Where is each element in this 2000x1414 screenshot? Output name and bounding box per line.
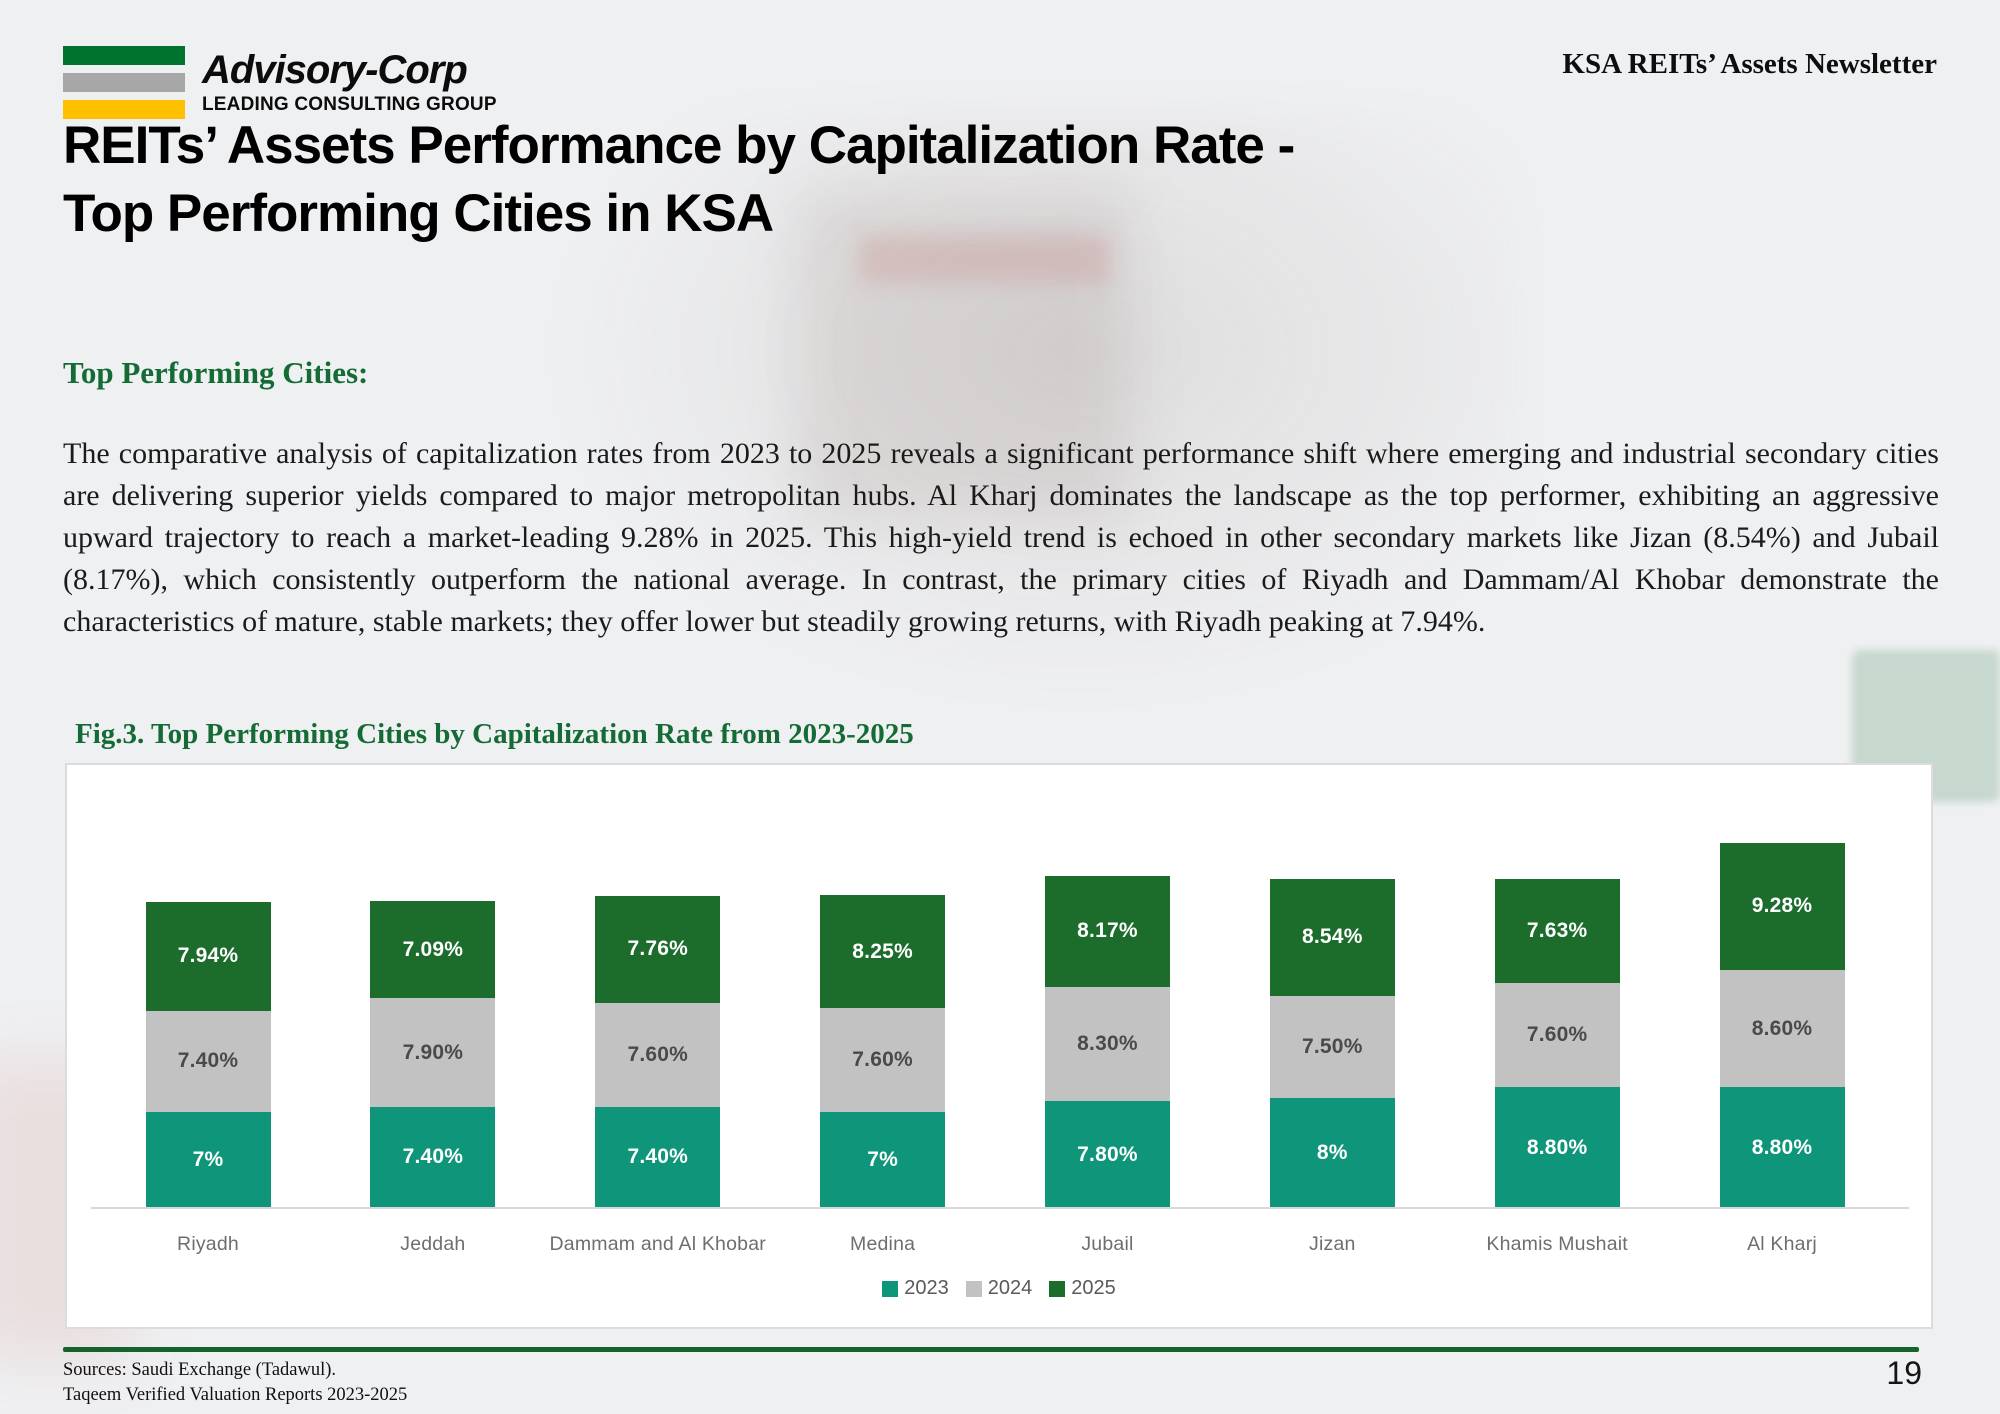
segment-2024-dammam-and-al-khobar: 7.60% — [595, 1002, 721, 1107]
segment-2025-riyadh: 7.94% — [145, 901, 271, 1011]
data-label-2024-medina: 7.60% — [852, 1048, 913, 1072]
segment-2023-khamis-mushait: 8.80% — [1494, 1087, 1620, 1208]
logo-bar-yellow — [63, 100, 185, 119]
data-label-2024-jeddah: 7.90% — [402, 1040, 464, 1064]
data-label-2024-al-kharj: 8.60% — [1751, 1016, 1813, 1040]
x-label-dammam-and-al-khobar: Dammam and Al Khobar — [549, 1233, 766, 1255]
data-label-2024-jizan: 7.50% — [1302, 1035, 1363, 1058]
x-label-riyadh: Riyadh — [177, 1233, 239, 1255]
segment-2023-dammam-and-al-khobar: 7.40% — [595, 1106, 721, 1208]
body-paragraph: The comparative analysis of capitalizati… — [63, 437, 1939, 638]
segment-2024-al-kharj: 8.60% — [1719, 969, 1845, 1088]
legend-item-2025: 2025 — [1049, 1277, 1116, 1300]
data-label-2025-al-kharj: 9.28% — [1751, 894, 1813, 918]
data-label-2024-khamis-mushait: 7.60% — [1526, 1023, 1588, 1047]
x-label-khamis-mushait: Khamis Mushait — [1486, 1233, 1628, 1255]
segment-2023-jizan: 8% — [1269, 1098, 1395, 1208]
segment-2024-jizan: 7.50% — [1269, 995, 1395, 1099]
chart-panel: 7% 7.40% 7.94% 7.40% 7.90% 7.09% 7.40% 7.60% 7.7… — [65, 763, 1933, 1329]
bar-khamis-mushait: 8.80% 7.60% 7.63% — [1494, 878, 1620, 1208]
data-label-2024-jubail: 8.30% — [1077, 1032, 1138, 1056]
logo-bar-green — [63, 46, 185, 65]
sources-note: Sources: Saudi Exchange (Tadawul). Taqee… — [63, 1358, 407, 1408]
logo-text: Advisory-Corp LEADING CONSULTING GROUP — [202, 49, 497, 116]
data-label-2025-khamis-mushait: 7.63% — [1526, 919, 1588, 943]
newsletter-label: KSA REITs’ Assets Newsletter — [1562, 48, 1937, 80]
data-label-2023-jubail: 7.80% — [1077, 1142, 1138, 1166]
data-label-2023-jeddah: 7.40% — [402, 1145, 464, 1169]
x-label-medina: Medina — [850, 1233, 916, 1255]
legend-swatch-icon-2024 — [965, 1280, 982, 1297]
logo-bars-icon — [63, 46, 185, 119]
page-title-line2: Top Performing Cities in KSA — [63, 183, 774, 243]
bar-dammam-and-al-khobar: 7.40% 7.60% 7.76% — [595, 896, 721, 1208]
data-label-2024-riyadh: 7.40% — [177, 1049, 239, 1073]
legend-swatch-icon-2023 — [882, 1280, 899, 1297]
segment-2023-al-kharj: 8.80% — [1719, 1087, 1845, 1208]
segment-2025-jubail: 8.17% — [1044, 875, 1170, 988]
segment-2025-dammam-and-al-khobar: 7.76% — [595, 896, 721, 1003]
data-label-2023-dammam-and-al-khobar: 7.40% — [627, 1145, 688, 1169]
legend-label-2023: 2023 — [904, 1277, 949, 1299]
data-label-2025-jubail: 8.17% — [1077, 919, 1138, 943]
sources-line2: Taqeem Verified Valuation Reports 2023-2… — [63, 1385, 408, 1405]
figure-caption: Fig.3. Top Performing Cities by Capitali… — [75, 718, 914, 750]
page-number: 19 — [1886, 1355, 1922, 1391]
x-axis-labels: Riyadh Jeddah Dammam and Al Khobar Medina Ju… — [67, 1233, 1931, 1263]
x-label-jeddah: Jeddah — [400, 1233, 466, 1255]
data-label-2023-riyadh: 7% — [192, 1148, 224, 1172]
segment-2025-al-kharj: 9.28% — [1719, 842, 1845, 970]
bar-jizan: 8% 7.50% 8.54% — [1269, 878, 1395, 1208]
x-label-al-kharj: Al Kharj — [1747, 1233, 1817, 1255]
segment-2024-jeddah: 7.90% — [370, 998, 496, 1107]
segment-2023-medina: 7% — [820, 1112, 946, 1208]
segment-2025-khamis-mushait: 7.63% — [1494, 878, 1620, 984]
segment-2024-khamis-mushait: 7.60% — [1494, 983, 1620, 1088]
section-heading: Top Performing Cities: — [63, 355, 369, 390]
chart-legend: 2023 2024 2025 — [67, 1277, 1931, 1300]
legend-swatch-icon-2025 — [1049, 1280, 1066, 1297]
bar-jeddah: 7.40% 7.90% 7.09% — [370, 901, 496, 1208]
data-label-2025-jeddah: 7.09% — [402, 937, 464, 961]
advisory-corp-logo: Advisory-Corp LEADING CONSULTING GROUP — [63, 46, 497, 119]
data-label-2025-jizan: 8.54% — [1302, 925, 1363, 949]
legend-item-2024: 2024 — [965, 1277, 1033, 1300]
logo-bar-gray — [63, 73, 185, 92]
segment-2025-jizan: 8.54% — [1269, 878, 1395, 996]
segment-2024-riyadh: 7.40% — [145, 1010, 271, 1113]
page-title: REITs’ Assets Performance by Capitalizat… — [63, 112, 1763, 248]
segment-2024-jubail: 8.30% — [1044, 987, 1170, 1102]
bar-riyadh: 7% 7.40% 7.94% — [145, 901, 271, 1208]
footer-divider — [63, 1347, 1919, 1352]
data-label-2023-medina: 7% — [867, 1148, 898, 1172]
segment-2024-medina: 7.60% — [820, 1008, 946, 1113]
legend-label-2024: 2024 — [987, 1277, 1033, 1299]
x-label-jizan: Jizan — [1309, 1233, 1356, 1255]
data-label-2023-khamis-mushait: 8.80% — [1526, 1135, 1588, 1159]
sources-line1: Sources: Saudi Exchange (Tadawul). — [63, 1360, 337, 1380]
x-axis-line — [91, 1207, 1909, 1209]
segment-2023-jeddah: 7.40% — [370, 1106, 496, 1208]
data-label-2024-dammam-and-al-khobar: 7.60% — [627, 1042, 688, 1066]
legend-label-2025: 2025 — [1071, 1277, 1116, 1299]
bar-jubail: 7.80% 8.30% 8.17% — [1044, 875, 1170, 1208]
legend-item-2023: 2023 — [882, 1277, 949, 1300]
data-label-2025-medina: 8.25% — [852, 939, 913, 963]
brand-name: Advisory-Corp — [202, 48, 468, 92]
segment-2025-jeddah: 7.09% — [370, 901, 496, 999]
brand-tagline: LEADING CONSULTING GROUP — [202, 94, 497, 115]
bar-medina: 7% 7.60% 8.25% — [820, 895, 946, 1208]
x-label-jubail: Jubail — [1081, 1233, 1134, 1255]
data-label-2023-al-kharj: 8.80% — [1751, 1135, 1813, 1159]
data-label-2025-dammam-and-al-khobar: 7.76% — [627, 937, 688, 961]
data-label-2023-jizan: 8% — [1316, 1141, 1348, 1165]
bar-al-kharj: 8.80% 8.60% 9.28% — [1719, 842, 1845, 1208]
segment-2023-jubail: 7.80% — [1044, 1101, 1170, 1208]
data-label-2025-riyadh: 7.94% — [177, 944, 239, 968]
chart-plot: 7% 7.40% 7.94% 7.40% 7.90% 7.09% 7.40% 7.60% 7.7… — [67, 765, 1931, 1208]
segment-2025-medina: 8.25% — [820, 895, 946, 1009]
page-title-line1: REITs’ Assets Performance by Capitalizat… — [63, 116, 1295, 175]
segment-2023-riyadh: 7% — [145, 1112, 271, 1208]
